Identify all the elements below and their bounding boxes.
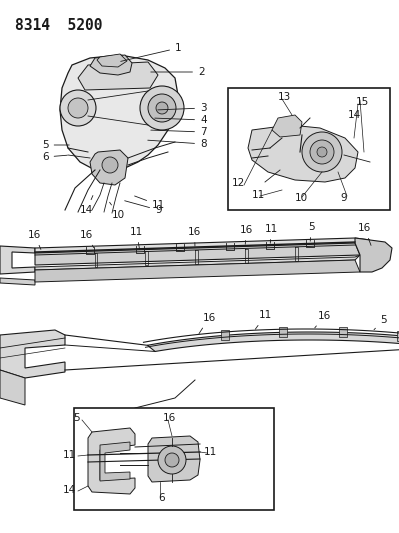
Circle shape (156, 102, 168, 114)
Text: 5: 5 (42, 140, 69, 150)
Polygon shape (0, 278, 35, 285)
Polygon shape (339, 327, 347, 337)
Circle shape (140, 86, 184, 130)
Polygon shape (90, 150, 128, 185)
Text: 1: 1 (121, 43, 182, 61)
Text: 14: 14 (348, 110, 361, 120)
Text: 15: 15 (356, 97, 369, 107)
Polygon shape (221, 330, 229, 340)
Text: 9: 9 (340, 193, 347, 203)
Text: 11: 11 (255, 310, 272, 329)
Polygon shape (0, 370, 25, 405)
Text: 6: 6 (42, 152, 67, 162)
Text: 14: 14 (80, 196, 93, 215)
Text: 6: 6 (158, 493, 165, 503)
Text: 5: 5 (374, 315, 387, 330)
Polygon shape (100, 442, 130, 481)
Text: 11: 11 (204, 447, 217, 457)
Polygon shape (35, 255, 360, 270)
Polygon shape (148, 436, 200, 482)
Text: 14: 14 (63, 485, 76, 495)
Circle shape (102, 157, 118, 173)
Bar (228, 88, 390, 210)
Circle shape (158, 446, 186, 474)
Text: 11: 11 (252, 190, 265, 200)
Polygon shape (397, 331, 399, 341)
Text: 16: 16 (28, 230, 41, 249)
Text: 5: 5 (308, 222, 315, 241)
Polygon shape (0, 246, 35, 274)
Text: 16: 16 (188, 227, 201, 246)
Text: 16: 16 (199, 313, 216, 334)
Circle shape (148, 94, 176, 122)
Text: 2: 2 (151, 67, 205, 77)
Text: 8: 8 (148, 139, 207, 149)
Polygon shape (279, 327, 287, 337)
Circle shape (165, 453, 179, 467)
Polygon shape (78, 62, 158, 90)
Text: 8314  5200: 8314 5200 (15, 18, 103, 33)
Text: 16: 16 (80, 230, 94, 247)
Polygon shape (97, 54, 127, 67)
Circle shape (310, 140, 334, 164)
Polygon shape (355, 238, 392, 272)
Text: 4: 4 (155, 115, 207, 125)
Text: 11: 11 (130, 227, 143, 249)
Circle shape (302, 132, 342, 172)
Text: 7: 7 (151, 127, 207, 137)
Polygon shape (0, 330, 65, 378)
Polygon shape (88, 428, 135, 494)
Text: 16: 16 (240, 225, 253, 244)
Text: 13: 13 (278, 92, 291, 102)
Polygon shape (35, 238, 370, 253)
Text: 16: 16 (358, 223, 371, 245)
Polygon shape (248, 125, 358, 182)
Text: 3: 3 (158, 103, 207, 113)
Text: 16: 16 (315, 311, 331, 328)
Polygon shape (35, 260, 360, 282)
Text: 10: 10 (295, 193, 308, 203)
Text: 11: 11 (265, 224, 278, 243)
Circle shape (68, 98, 88, 118)
Text: 10: 10 (110, 202, 125, 220)
Circle shape (317, 147, 327, 157)
Polygon shape (60, 55, 178, 172)
Polygon shape (90, 55, 132, 75)
Text: 16: 16 (163, 413, 176, 423)
Circle shape (60, 90, 96, 126)
Polygon shape (148, 332, 399, 351)
Text: 11: 11 (63, 450, 76, 460)
Text: 9: 9 (124, 201, 162, 215)
Text: 12: 12 (232, 178, 245, 188)
Polygon shape (272, 115, 302, 137)
Polygon shape (35, 243, 360, 265)
Text: 5: 5 (73, 413, 80, 423)
Text: 11: 11 (134, 196, 165, 210)
Bar (74, 408, 274, 510)
